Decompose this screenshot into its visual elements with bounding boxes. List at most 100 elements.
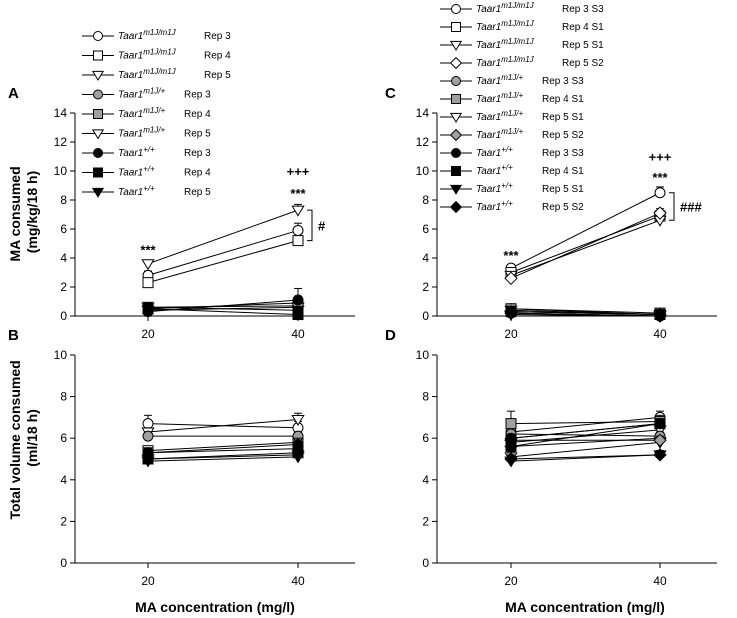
legend-genotype: Taar1 — [476, 166, 501, 177]
y-tick-label: 6 — [422, 222, 429, 236]
legend-genotype: Taar1 — [476, 112, 501, 123]
panel-C: C 0 2 4 6 8 10 12 14 20 40 *** *** +++ ### — [385, 85, 717, 341]
legend-allele: m1J/+ — [143, 87, 165, 96]
y-tick-label: 2 — [60, 514, 67, 528]
data-point — [653, 448, 667, 462]
legend-label: Taar1m1J/+ Rep 3 S3 — [476, 73, 584, 87]
legend-rep: Rep 3 S3 — [542, 148, 584, 159]
series-line — [510, 423, 661, 448]
legend-rep: Rep 5 — [184, 129, 211, 140]
panel-A: A 0 2 4 6 8 10 12 14 20 40 *** *** +++ # — [8, 85, 355, 341]
legend-allele: m1J/m1J — [143, 67, 176, 76]
series-line — [510, 308, 661, 314]
y-axis-title-volume-line2: (ml/18 h) — [24, 409, 40, 467]
legend-allele: +/+ — [501, 163, 513, 172]
legend-rep: Rep 4 S1 — [542, 94, 584, 105]
legend-allele: +/+ — [143, 184, 155, 193]
legend-marker — [449, 184, 463, 195]
x-tick-label: 40 — [291, 574, 305, 588]
legend-label: Taar1m1J/+ Rep 5 S2 — [476, 127, 584, 141]
legend-rep: Rep 4 S1 — [542, 166, 584, 177]
significance-label: +++ — [649, 150, 672, 165]
y-tick-label: 4 — [60, 251, 67, 265]
legend-marker — [451, 148, 461, 158]
y-tick-label: 4 — [422, 251, 429, 265]
data-point — [292, 235, 304, 247]
panel-letter: C — [385, 85, 396, 102]
panel-D: D 0 2 4 6 8 10 20 40 — [385, 327, 717, 588]
significance-label: # — [318, 218, 326, 233]
legend-rep: Rep 5 — [204, 70, 231, 81]
y-tick-label: 12 — [54, 135, 68, 149]
legend-label: Taar1m1J/+ Rep 3 — [118, 87, 211, 101]
series-line — [510, 215, 661, 273]
legend-marker — [451, 76, 461, 86]
legend-allele: +/+ — [501, 145, 513, 154]
data-point — [142, 430, 154, 442]
series-line — [510, 421, 661, 425]
legend-allele: +/+ — [501, 181, 513, 190]
legend-genotype: Taar1 — [476, 184, 501, 195]
legend-entry: Taar1m1J/m1J Rep 4 S1 — [440, 19, 604, 33]
significance-label: *** — [652, 170, 668, 185]
panel-letter: A — [8, 85, 19, 102]
series-line — [510, 441, 661, 458]
significance-bracket — [307, 209, 313, 242]
data-point — [292, 294, 304, 306]
data-point — [291, 205, 305, 217]
data-point — [291, 414, 305, 426]
y-axis-title-volume-line1: Total volume consumed — [7, 360, 23, 519]
series-line — [147, 305, 299, 308]
series-line — [510, 212, 661, 279]
legend-rep: Rep 5 S1 — [542, 112, 584, 123]
legend-rep: Rep 4 — [184, 109, 211, 120]
data-point — [654, 187, 666, 199]
y-axis-title-ma-line1: MA consumed — [7, 166, 23, 261]
legend-entry: Taar1m1J/+ Rep 5 — [82, 126, 211, 140]
x-axis-title-right: MA concentration (mg/l) — [505, 599, 665, 615]
legend-genotype: Taar1 — [118, 168, 143, 179]
series-7 — [142, 287, 304, 318]
x-tick-label: 40 — [291, 327, 305, 341]
x-tick-label: 40 — [653, 327, 667, 341]
data-point — [653, 309, 667, 323]
legend-genotype: Taar1 — [118, 70, 143, 81]
x-tick-label: 20 — [504, 327, 518, 341]
series-line — [510, 312, 661, 317]
legend-label: Taar1m1J/m1J Rep 5 — [118, 67, 231, 81]
legend-rep: Rep 4 S1 — [562, 22, 604, 33]
significance-label: *** — [503, 248, 519, 263]
y-tick-label: 0 — [60, 309, 67, 323]
significance-label: *** — [290, 186, 306, 201]
legend-allele: m1J/m1J — [501, 19, 534, 28]
legend-allele: m1J/+ — [143, 106, 165, 115]
legend-rep: Rep 3 — [204, 31, 231, 42]
series-line — [147, 448, 299, 454]
data-point — [142, 418, 154, 430]
legend-marker — [91, 70, 105, 81]
y-tick-label: 2 — [422, 280, 429, 294]
legend-marker — [93, 31, 103, 41]
legend-label: Taar1m1J/m1J Rep 3 S3 — [476, 1, 604, 15]
legend-label: Taar1+/+ Rep 4 — [118, 165, 211, 179]
legend-allele: +/+ — [501, 199, 513, 208]
panel-letter: B — [8, 327, 19, 344]
legend-rep: Rep 3 — [184, 90, 211, 101]
legend-genotype: Taar1 — [476, 58, 501, 69]
series-12 — [504, 448, 667, 466]
legend-rep: Rep 5 S2 — [542, 202, 584, 213]
legend-marker — [93, 50, 103, 61]
legend-allele: m1J/+ — [501, 73, 523, 82]
legend-entry: Taar1+/+ Rep 4 — [82, 165, 211, 179]
legend-entry: Taar1m1J/+ Rep 5 S2 — [440, 127, 584, 142]
legend-label: Taar1m1J/+ Rep 5 S1 — [476, 109, 584, 123]
series-12 — [504, 306, 667, 323]
data-point — [142, 277, 154, 289]
legend-marker — [91, 187, 105, 198]
significance-label: +++ — [287, 164, 310, 179]
legend-entry: Taar1m1J/m1J Rep 5 S2 — [440, 55, 604, 70]
panel-letter: D — [385, 327, 396, 344]
y-tick-label: 10 — [54, 164, 68, 178]
series-line — [147, 418, 299, 433]
